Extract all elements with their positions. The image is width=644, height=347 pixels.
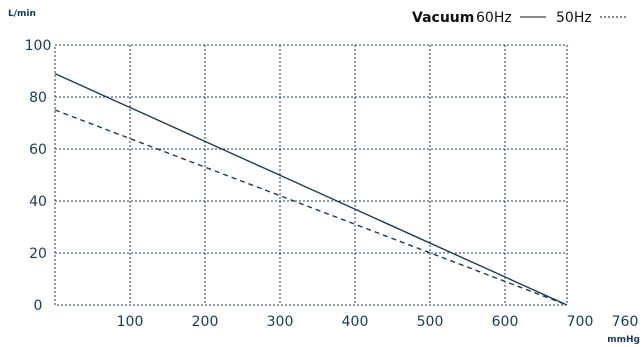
y-tick-label: 60 [29,142,47,158]
y-tick-label: 0 [34,298,43,314]
legend-label: 50Hz [556,10,592,26]
x-tick-label: 700 [567,314,594,330]
y-tick-label: 80 [29,90,47,106]
series-line-60Hz [54,72,568,306]
plot-frame [54,44,568,306]
x-tick-label: 600 [492,314,519,330]
legend-label: 60Hz [476,10,512,26]
legend-title: Vacuum [412,10,474,26]
y-axis-label: L/min [8,9,36,19]
x-tick-label: 500 [417,314,444,330]
series-layer [54,72,568,306]
tick-labels: 100 200 300 400 500 600 700 760 0 20 40 60 80 100 [25,38,639,330]
grid [55,45,567,305]
x-axis-label: mmHg [607,335,640,345]
y-tick-label: 40 [29,194,47,210]
legend: Vacuum 60Hz 50Hz [412,10,626,26]
x-tick-label: 100 [117,314,144,330]
x-tick-label: 400 [342,314,369,330]
y-tick-label: 20 [29,246,47,262]
x-tick-label: 300 [267,314,294,330]
x-tick-label: 200 [192,314,219,330]
y-tick-label: 100 [25,38,52,54]
x-tick-label: 760 [612,314,639,330]
series-line-50Hz [54,109,568,306]
